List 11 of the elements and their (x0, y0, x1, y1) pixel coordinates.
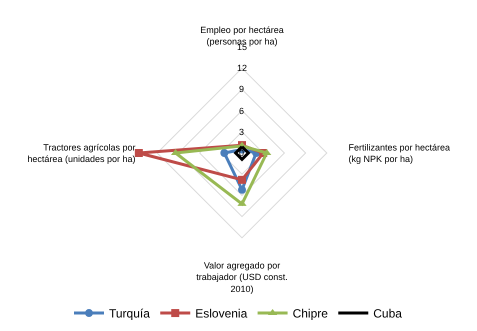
spoke-label: Tractores agrícolas por hectárea (unidades por ha) (27, 142, 136, 164)
spoke-label: Valor agregado por trabajador (USD const. 2010) (196, 260, 288, 294)
y-tick-label: 6 (239, 106, 244, 116)
legend-label: Chipre (292, 306, 328, 321)
spoke-label: Fertilizantes por hectárea (kg NPK por ha) (348, 142, 450, 164)
y-tick-label: 12 (237, 63, 248, 73)
legend-label: Turquía (109, 306, 150, 321)
y-tick-label: 3 (239, 127, 244, 137)
legend-label: Cuba (373, 306, 402, 321)
y-tick-label: 9 (239, 84, 244, 94)
legend-label: Eslovenia (195, 306, 248, 321)
